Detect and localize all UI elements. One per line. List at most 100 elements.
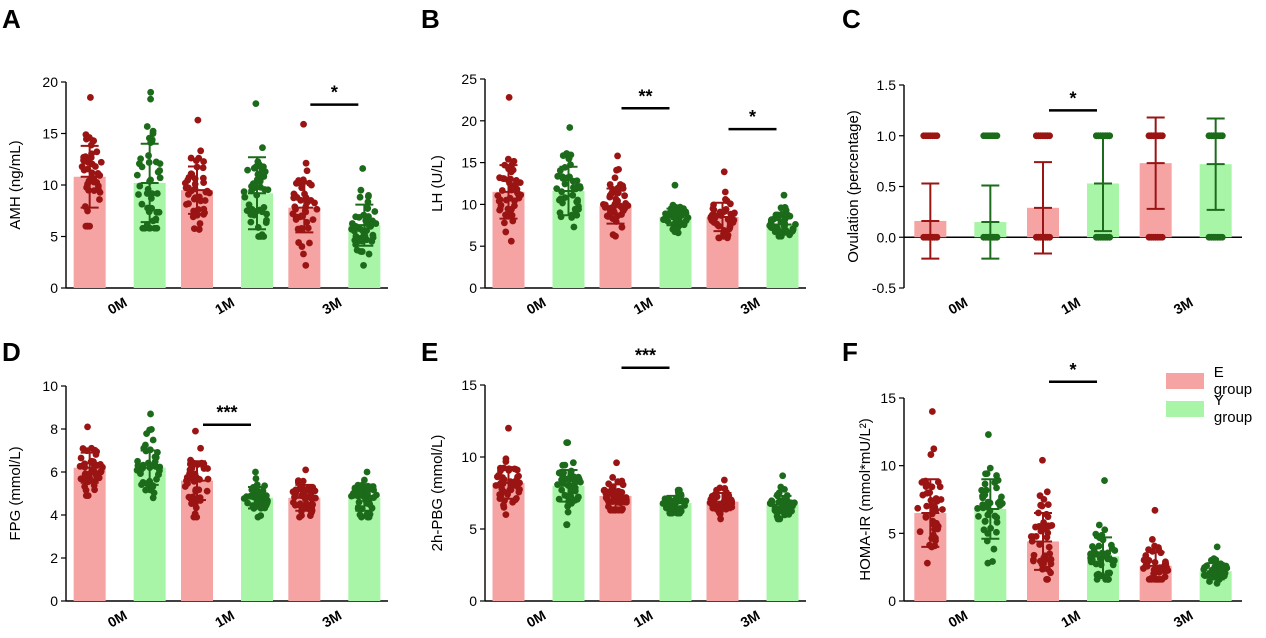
data-point (185, 200, 192, 208)
data-point (87, 94, 94, 101)
data-point (674, 488, 682, 496)
x-tick-label: 0M (105, 294, 130, 318)
bar (288, 497, 321, 601)
data-point (780, 191, 788, 199)
data-point (1089, 543, 1096, 550)
y-tick-label: 15 (461, 155, 477, 171)
data-point (720, 476, 728, 484)
data-point (1094, 570, 1102, 578)
data-point (308, 504, 316, 512)
y-axis-title: AMH (ng/mL) (7, 140, 24, 229)
data-point (502, 228, 510, 236)
data-point (1030, 551, 1038, 559)
data-point (81, 471, 89, 479)
data-point (1037, 501, 1045, 509)
y-axis-title: Ovulation (percentage) (845, 110, 862, 263)
data-point (300, 120, 307, 128)
x-tick-label: 1M (1058, 294, 1083, 318)
data-point (93, 472, 100, 480)
data-point (138, 200, 146, 208)
data-point (356, 193, 364, 201)
data-point (372, 220, 380, 227)
data-point (932, 495, 940, 502)
data-point (258, 168, 266, 176)
y-tick-label: 10 (42, 177, 58, 193)
data-point (93, 178, 101, 186)
y-tick-label: 0 (469, 280, 477, 296)
data-point (984, 431, 992, 438)
data-point (1095, 542, 1103, 550)
data-point (192, 427, 199, 435)
data-point (1042, 556, 1050, 563)
data-point (678, 210, 686, 218)
data-point (566, 124, 574, 131)
data-point (980, 526, 988, 534)
data-point (79, 445, 87, 452)
data-point (611, 174, 619, 182)
data-point (928, 408, 936, 415)
data-point (204, 465, 211, 472)
data-point (986, 464, 994, 472)
data-point (922, 512, 930, 520)
y-tick-label: 5 (469, 238, 477, 254)
data-point (93, 148, 101, 156)
data-point (1039, 456, 1046, 464)
data-point (81, 203, 89, 210)
data-point (82, 492, 90, 500)
data-point (147, 95, 154, 103)
data-point (775, 489, 783, 497)
data-point (563, 521, 571, 529)
data-point (509, 166, 517, 174)
data-point (292, 488, 300, 496)
panel-letter: B (421, 4, 440, 34)
data-point (153, 208, 161, 216)
data-point (302, 159, 310, 167)
data-point (1162, 558, 1169, 566)
data-point (666, 496, 673, 504)
data-point (675, 217, 683, 225)
data-point (94, 185, 102, 193)
data-point (767, 216, 775, 224)
data-point (1145, 557, 1153, 564)
legend-label-y: Y group (1213, 392, 1253, 426)
data-point (139, 224, 147, 232)
x-tick-label: 3M (319, 607, 344, 631)
data-point (1044, 513, 1052, 521)
data-point (187, 154, 195, 162)
data-point (94, 169, 102, 177)
data-point (147, 410, 154, 418)
data-point (355, 498, 363, 506)
data-point (353, 246, 361, 254)
data-point (244, 499, 252, 507)
data-point (603, 212, 611, 220)
data-point (196, 220, 204, 227)
data-point (931, 525, 939, 533)
data-point (138, 163, 146, 171)
y-axis-title: HOMA-IR (mmol*mU/L²) (857, 418, 874, 581)
data-point (721, 188, 729, 196)
y-tick-label: 10 (461, 449, 477, 465)
data-point (600, 487, 608, 494)
data-point (498, 485, 506, 493)
data-point (1030, 557, 1037, 565)
data-point (187, 456, 194, 464)
data-point (156, 160, 164, 167)
data-point (145, 152, 152, 159)
data-point (932, 534, 939, 542)
y-tick-label: 15 (880, 390, 896, 406)
data-point (500, 175, 508, 183)
data-point (298, 243, 306, 250)
data-point (608, 190, 615, 198)
data-point (779, 472, 787, 480)
data-point (302, 466, 310, 474)
data-point (1158, 132, 1166, 140)
data-point (1044, 132, 1051, 140)
y-tick-label: 10 (42, 378, 58, 394)
data-point (777, 204, 785, 212)
data-point (609, 506, 617, 514)
x-tick-label: 1M (631, 294, 656, 318)
data-point (516, 479, 523, 487)
data-point (199, 174, 207, 182)
data-point (618, 211, 625, 218)
data-point (559, 152, 567, 159)
